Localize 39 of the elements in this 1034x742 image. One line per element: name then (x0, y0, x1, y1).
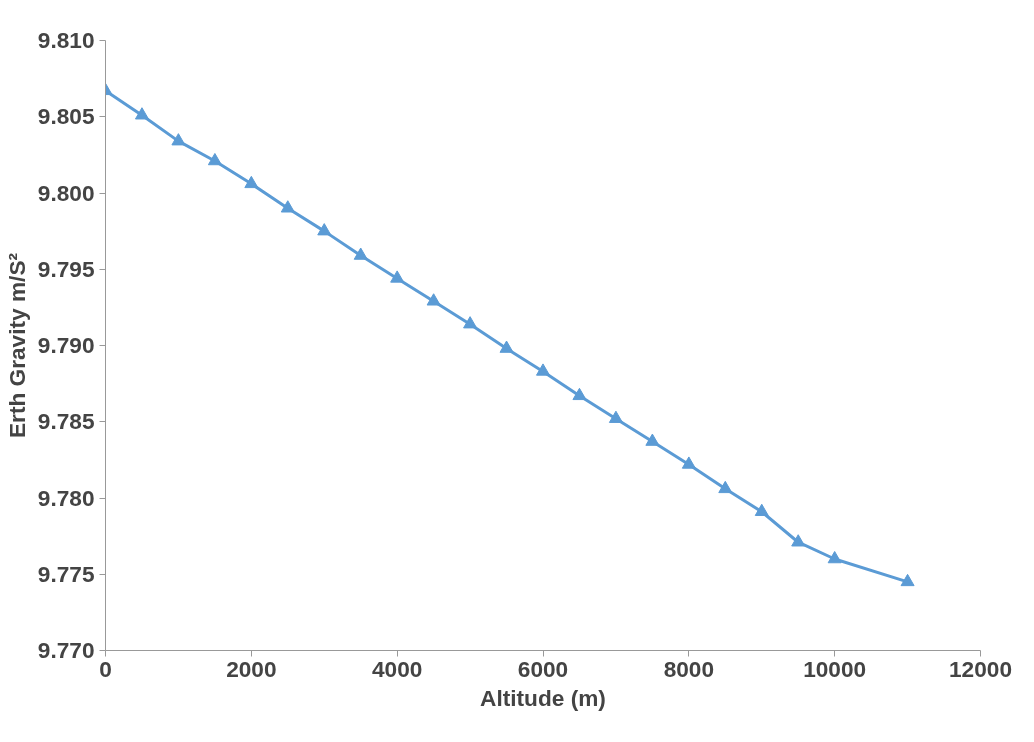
point (171, 133, 186, 146)
point (463, 316, 478, 329)
point (681, 456, 696, 469)
point (572, 387, 587, 401)
y-tick-label: 9.790 (37, 332, 95, 358)
y-tick-label: 9.770 (37, 637, 95, 663)
y-tick-label: 9.785 (37, 408, 95, 435)
point (791, 534, 806, 547)
x-tick-label: 4000 (371, 655, 423, 682)
y-tick-label: 9.800 (37, 179, 95, 206)
x-tick-label: 2000 (226, 655, 277, 682)
point (207, 152, 222, 166)
x-tick-label: 12000 (949, 655, 1013, 682)
y-tick-label: 9.805 (37, 103, 95, 130)
x-tick-label: 0 (99, 655, 112, 682)
x-tick-label: 6000 (517, 655, 569, 682)
point (754, 503, 769, 516)
point (827, 550, 842, 564)
y-tick-label: 9.795 (37, 255, 95, 282)
point (608, 410, 623, 423)
y-tick-label: 9.780 (37, 484, 95, 511)
x-tick-label: 10000 (803, 655, 867, 682)
y-tick-label: 9.775 (37, 560, 95, 587)
point (900, 573, 915, 587)
point (645, 433, 660, 446)
y-axis-title: Erth Gravity m/S² (3, 252, 30, 439)
point (280, 200, 295, 213)
point (390, 270, 405, 283)
point (718, 480, 733, 494)
x-axis-title: Altitude (m) (480, 684, 606, 711)
point (536, 363, 550, 376)
point (244, 175, 259, 189)
point (317, 223, 332, 236)
point (353, 247, 368, 260)
point (499, 340, 514, 353)
point (134, 107, 149, 120)
point (426, 293, 441, 306)
y-tick-label: 9.810 (37, 27, 95, 53)
x-tick-label: 8000 (663, 655, 715, 682)
